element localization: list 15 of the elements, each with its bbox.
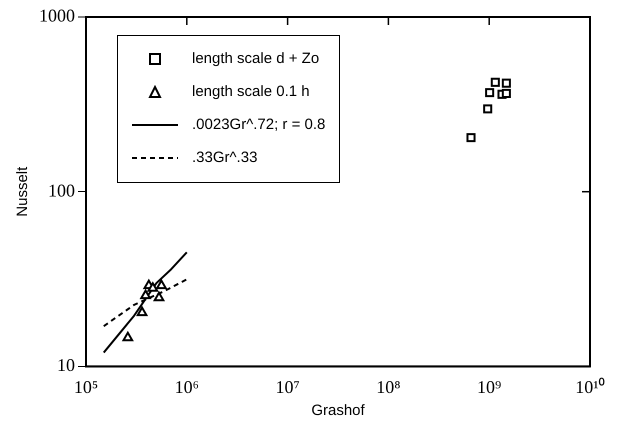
x-axis-title: Grashof bbox=[311, 402, 366, 420]
legend-label: length scale d + Zo bbox=[192, 50, 320, 67]
y-axis-title: Nusselt bbox=[14, 166, 32, 217]
x-tick-label: 10⁷ bbox=[275, 376, 300, 397]
x-tick-label: 10⁹ bbox=[477, 376, 502, 397]
legend-label: length scale 0.1 h bbox=[192, 83, 310, 100]
legend-label: .0023Gr^.72; r = 0.8 bbox=[192, 116, 326, 133]
x-tick-label: 10⁵ bbox=[74, 376, 98, 397]
y-tick-label: 1000 bbox=[39, 6, 75, 26]
x-tick-label: 10¹⁰ bbox=[575, 376, 605, 397]
x-tick-label: 10⁸ bbox=[376, 376, 401, 397]
y-tick-label: 10 bbox=[57, 355, 75, 376]
legend-label: .33Gr^.33 bbox=[192, 149, 258, 166]
y-tick-label: 100 bbox=[48, 180, 75, 200]
x-tick-label: 10⁶ bbox=[174, 376, 199, 397]
